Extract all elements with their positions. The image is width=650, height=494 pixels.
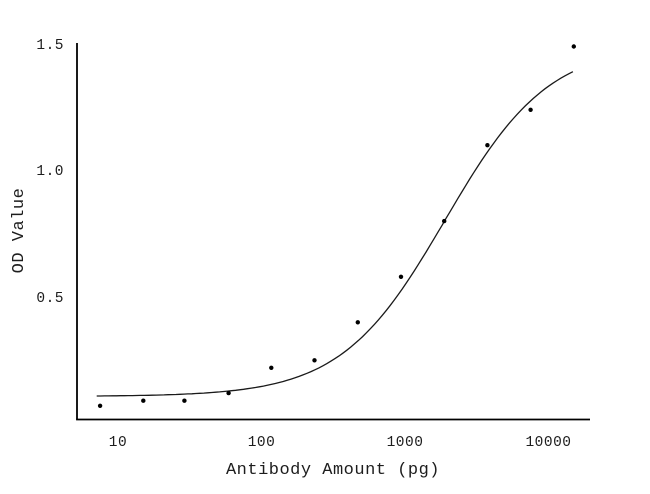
scatter-points	[97, 44, 576, 408]
data-point	[398, 274, 404, 279]
y-tick-label-0.5: 0.5	[36, 291, 64, 307]
y-axis-title: OD Value	[10, 188, 29, 274]
data-point	[571, 44, 576, 49]
data-point	[226, 390, 231, 396]
fit-curve	[96, 71, 574, 397]
data-point	[141, 398, 146, 403]
x-tick-label-100: 100	[248, 435, 276, 451]
x-tick-label-10000: 10000	[525, 435, 571, 451]
data-point	[485, 143, 490, 148]
data-point	[97, 403, 103, 408]
data-point	[528, 107, 533, 113]
x-tick-label-1000: 1000	[387, 435, 424, 451]
x-axis-title: Antibody Amount (pg)	[226, 461, 440, 480]
data-point	[442, 218, 447, 224]
data-point	[355, 320, 360, 325]
data-point	[182, 398, 187, 403]
data-point	[312, 358, 317, 363]
y-tick-label-1.5: 1.5	[36, 38, 64, 54]
y-tick-label-1.0: 1.0	[36, 164, 64, 180]
x-tick-label-10: 10	[109, 435, 127, 451]
data-point	[269, 365, 274, 370]
